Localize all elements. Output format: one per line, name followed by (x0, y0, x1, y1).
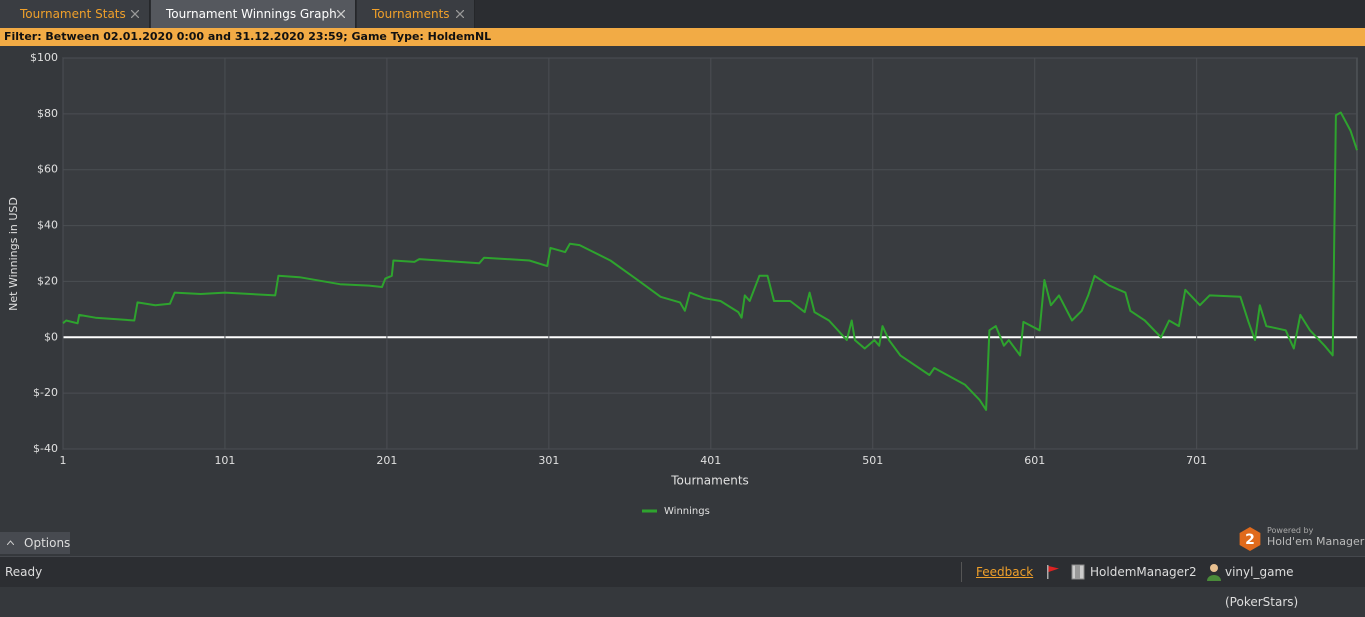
y-tick-label: $80 (37, 107, 58, 120)
y-axis-label: Net Winnings in USD (7, 197, 20, 311)
plot-area (62, 57, 1358, 450)
close-icon[interactable] (131, 10, 139, 18)
close-icon[interactable] (456, 10, 464, 18)
x-tick-label: 1 (60, 454, 67, 467)
user-name: vinyl_game (PokerStars) (1225, 565, 1299, 609)
y-tick-label: $20 (37, 274, 58, 287)
chevron-icon (7, 540, 14, 545)
x-tick-label: 301 (538, 454, 559, 467)
logo-text: 2 (1245, 532, 1255, 548)
user-icon (1207, 564, 1221, 581)
x-tick-label: 501 (862, 454, 883, 467)
status-bar: Ready Feedback HoldemManager2 vinyl_game… (0, 556, 1365, 609)
filter-bar: Filter: Between 02.01.2020 0:00 and 31.1… (0, 28, 1365, 46)
tab[interactable]: Tournament Stats (0, 0, 150, 28)
series-line (62, 111, 1358, 411)
status-text: Ready (5, 565, 43, 579)
separator (961, 562, 962, 582)
x-axis-label: Tournaments (670, 474, 749, 488)
branding: 2 Powered by Hold'em Manager (1238, 526, 1365, 554)
y-tick-label: $-20 (33, 386, 58, 399)
x-tick-label: 401 (700, 454, 721, 467)
y-tick-label: $60 (37, 163, 58, 176)
feedback-link[interactable]: Feedback (976, 565, 1034, 579)
close-icon[interactable] (337, 10, 345, 18)
options-label: Options (24, 536, 71, 550)
flag-icon (1047, 565, 1059, 579)
app-name: HoldemManager2 (1090, 565, 1197, 579)
tab-label: Tournament Stats (20, 7, 126, 21)
y-tick-label: $100 (30, 51, 58, 64)
y-tick-label: $0 (44, 330, 58, 343)
y-tick-label: $40 (37, 219, 58, 232)
tab-label: Tournaments (372, 7, 450, 21)
tab-label: Tournament Winnings Graph (166, 7, 337, 21)
powered-by: Powered by (1267, 526, 1314, 535)
x-tick-label: 201 (376, 454, 397, 467)
logo: 2 (1239, 527, 1261, 551)
tab-bar: Tournament Stats Tournament Winnings Gra… (0, 0, 1365, 28)
product-name: Hold'em Manager (1267, 535, 1365, 548)
chart: Net Winnings in USD Tournaments $-40 $-20… (7, 51, 1358, 517)
x-tick-label: 601 (1024, 454, 1045, 467)
options-button[interactable]: Options (0, 532, 70, 554)
y-tick-label: $-40 (33, 442, 58, 455)
legend-label: Winnings (664, 506, 710, 517)
app-icon (1071, 564, 1085, 580)
x-tick-label: 101 (214, 454, 235, 467)
tab[interactable]: Tournaments (357, 0, 475, 28)
x-tick-label: 701 (1186, 454, 1207, 467)
tab[interactable]: Tournament Winnings Graph (151, 0, 356, 28)
